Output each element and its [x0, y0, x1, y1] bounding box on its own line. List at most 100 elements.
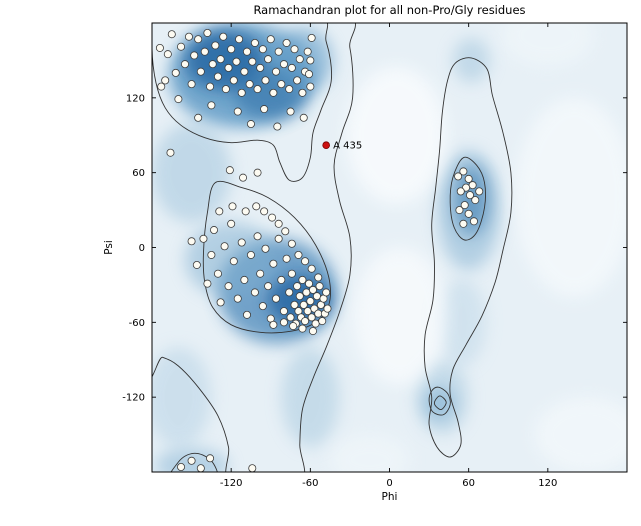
residue-point [233, 294, 242, 303]
density-contour-bottom-small-core [433, 395, 447, 411]
residue-point [253, 85, 262, 94]
residue-point [279, 307, 288, 316]
residue-point [290, 300, 299, 309]
residue-point [253, 232, 262, 241]
residue-point [311, 319, 320, 328]
residue-point [171, 68, 180, 77]
x-tick-label: 60 [462, 478, 475, 489]
residue-point [305, 70, 314, 79]
density-blob [345, 66, 447, 204]
residue-point [166, 148, 175, 157]
residue-point [272, 67, 281, 76]
density-blob [152, 122, 232, 223]
residue-point [242, 310, 251, 319]
x-tick-label: -120 [220, 478, 243, 489]
residue-point [253, 168, 262, 177]
residue-point [287, 239, 296, 248]
residue-point [227, 219, 236, 228]
density-blob [152, 347, 212, 448]
x-axis-label: Phi [382, 491, 398, 503]
residue-point [233, 107, 242, 116]
density-contour-left-handed-alpha-favoured [449, 156, 486, 241]
residue-point [459, 167, 468, 176]
residue-point [286, 313, 295, 322]
residue-point [221, 85, 230, 94]
residue-point [269, 320, 278, 329]
residue-point [250, 288, 259, 297]
x-tick-label: 0 [386, 478, 392, 489]
residue-point [196, 67, 205, 76]
residue-point [220, 242, 229, 251]
residue-point [213, 72, 222, 81]
residue-point [273, 122, 282, 131]
residue-point [187, 237, 196, 246]
residue-point [282, 254, 291, 263]
residue-point [289, 322, 298, 331]
density-blob [534, 397, 627, 472]
residue-point [323, 304, 332, 313]
residue-point [285, 85, 294, 94]
residue-point [269, 259, 278, 268]
residue-point [237, 238, 246, 247]
residue-point [245, 80, 254, 89]
residue-point [258, 302, 267, 311]
outlier-label: A 435 [333, 141, 362, 152]
residue-point [264, 282, 273, 291]
residue-point [303, 47, 312, 56]
residue-point [307, 33, 316, 42]
residue-point [279, 60, 288, 69]
residue-point [224, 63, 233, 72]
x-tick-label: -60 [302, 478, 318, 489]
residue-point [298, 275, 307, 284]
residue-point [306, 56, 315, 65]
density-blob [452, 37, 490, 83]
residue-point [322, 288, 331, 297]
residue-point [268, 213, 277, 222]
residue-point [464, 174, 473, 183]
residue-point [318, 317, 327, 326]
residue-point [454, 172, 463, 181]
residue-point [272, 294, 281, 303]
residue-point [287, 63, 296, 72]
residue-point [456, 187, 465, 196]
residue-point [225, 166, 234, 175]
residue-point [167, 30, 176, 39]
residue-point [282, 38, 291, 47]
residue-point [285, 288, 294, 297]
residue-point [301, 317, 310, 326]
residue-point [229, 257, 238, 266]
residue-point [314, 309, 323, 318]
residue-point [314, 273, 323, 282]
residue-point [293, 76, 302, 85]
residue-point [260, 207, 269, 216]
residue-point [228, 202, 237, 211]
y-axis-label: Psi [103, 240, 115, 255]
residue-point [277, 80, 286, 89]
residue-point [215, 207, 224, 216]
residue-point [264, 55, 273, 64]
residue-point [306, 82, 315, 91]
residue-point [184, 32, 193, 41]
residue-point [246, 250, 255, 259]
residue-point [241, 207, 250, 216]
residue-point [200, 47, 209, 56]
residue-point [180, 60, 189, 69]
residue-point [219, 32, 228, 41]
residue-point [293, 282, 302, 291]
residue-point [237, 88, 246, 97]
residue-point [174, 95, 183, 104]
density-blob [330, 434, 410, 472]
residue-point [465, 191, 474, 200]
residue-point [250, 38, 259, 47]
density-contour-left-allowed [152, 23, 356, 472]
residue-point [269, 88, 278, 97]
residue-point [302, 288, 311, 297]
y-tick-label: 0 [139, 243, 145, 254]
residue-point [468, 181, 477, 190]
residue-point [308, 285, 317, 294]
residue-point [459, 219, 468, 228]
residue-point [216, 298, 225, 307]
residue-point [274, 234, 283, 243]
